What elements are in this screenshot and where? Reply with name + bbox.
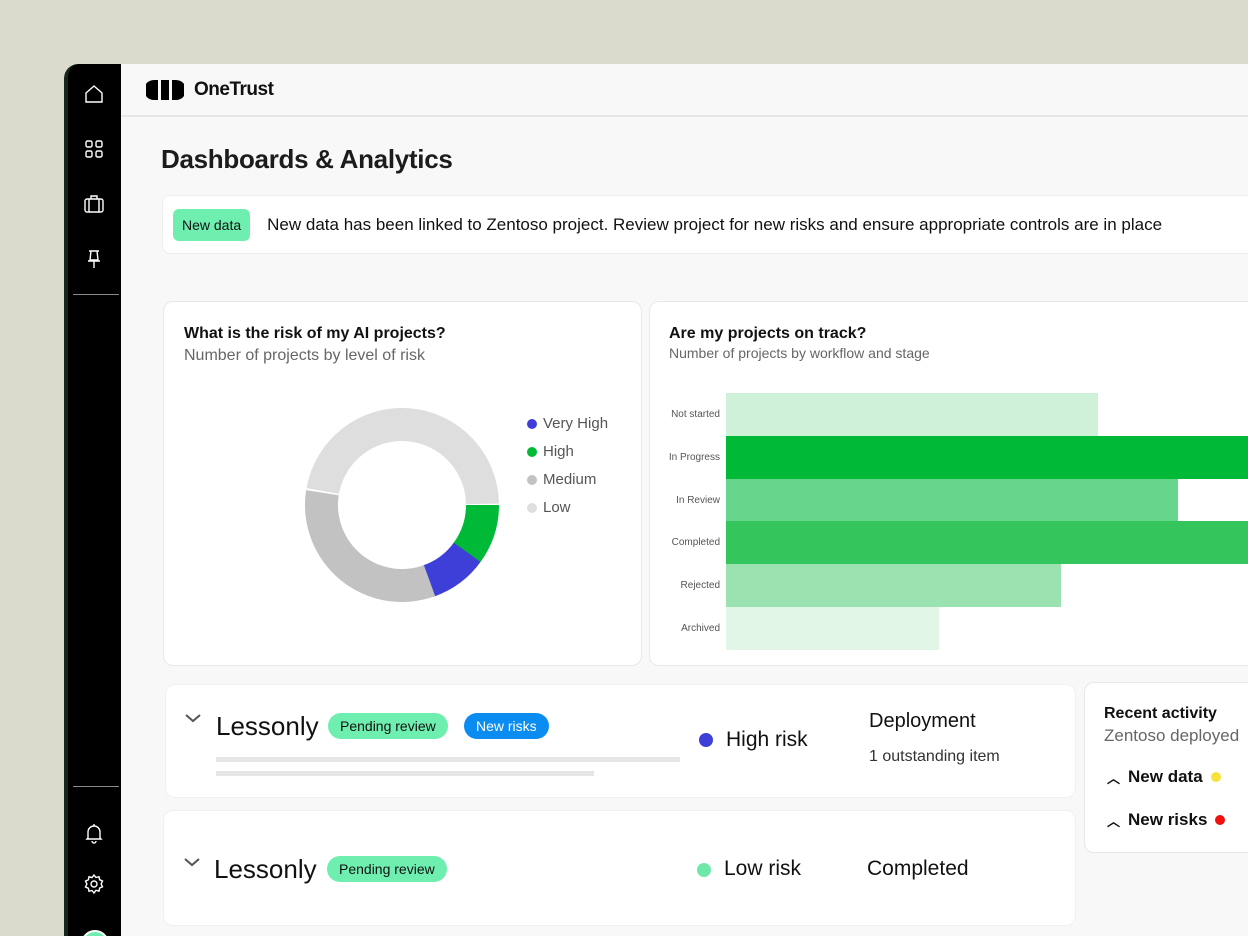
risk-level: Low risk [724, 857, 802, 880]
sidebar-divider [73, 294, 119, 295]
legend-label: Low [543, 499, 571, 516]
bar-completed[interactable] [726, 521, 1248, 565]
legend-item: Low [527, 499, 571, 516]
new-risks-badge: New risks [464, 713, 549, 739]
sidebar-divider [73, 786, 119, 787]
legend-dot [527, 474, 537, 485]
donut-slice-very-high[interactable] [422, 541, 482, 597]
stage: Completed [867, 857, 969, 880]
low-risk-dot [697, 863, 711, 877]
project-name[interactable]: Lessonly [216, 711, 319, 741]
page-title: Dashboards & Analytics [161, 144, 453, 174]
bar-rejected[interactable] [726, 564, 1062, 608]
track-card-subtitle: Number of projects by workflow and stage [669, 345, 930, 361]
recent-activity-card: Recent activity Zentoso deployed ︿ New da… [1084, 682, 1248, 853]
legend-item: Medium [527, 471, 596, 488]
activity-label: New risks [1128, 810, 1208, 829]
placeholder-line [216, 757, 680, 762]
logo-mark-icon [146, 80, 184, 100]
bar-label: In Review [676, 494, 720, 506]
risk-card: What is the risk of my AI projects? Numb… [163, 301, 642, 666]
risk-level: High risk [726, 728, 808, 751]
bar-in-progress[interactable] [726, 435, 1248, 479]
onetrust-logo[interactable]: OneTrust [146, 79, 274, 101]
bar-label: Completed [671, 537, 720, 549]
banner-message: New data has been linked to Zentoso proj… [267, 214, 1163, 234]
legend-item: Very High [527, 415, 608, 432]
home-icon[interactable] [80, 80, 108, 108]
activity-label: New data [1128, 767, 1203, 786]
bar-label: In Progress [668, 451, 720, 463]
activity-subtitle: Zentoso deployed [1104, 726, 1240, 745]
gear-icon[interactable] [80, 870, 108, 898]
bar-in-review[interactable] [726, 478, 1179, 522]
legend-dot [527, 502, 537, 513]
track-card: Are my projects on track? Number of proj… [649, 301, 1248, 666]
briefcase-icon[interactable] [80, 190, 108, 218]
activity-item-new-risks[interactable]: ︿ New risks [1107, 810, 1226, 830]
grid-icon[interactable] [80, 135, 108, 163]
legend-label: Medium [543, 471, 597, 488]
yellow-dot [1210, 772, 1221, 782]
red-dot [1215, 815, 1226, 825]
chevron-down-icon[interactable] [183, 855, 201, 873]
risk-card-subtitle: Number of projects by level of risk [184, 347, 425, 364]
new-data-tag: New data [173, 208, 251, 241]
chevron-up-icon: ︿ [1107, 770, 1121, 786]
legend-label: Very High [543, 415, 609, 432]
chevron-up-icon: ︿ [1107, 813, 1121, 829]
legend-item: High [527, 443, 574, 460]
bar-not-started[interactable] [726, 393, 1099, 436]
legend-dot [527, 418, 537, 429]
chevron-down-icon[interactable] [184, 711, 202, 729]
legend-dot [527, 446, 537, 457]
top-bar: OneTrust [121, 64, 1248, 117]
project-row[interactable]: Lessonly Pending review New risks High r… [165, 684, 1076, 798]
outstanding-items: 1 outstanding item [869, 748, 1000, 765]
track-card-title: Are my projects on track? [669, 325, 867, 342]
bar-label: Rejected [680, 580, 720, 592]
pending-review-badge: Pending review [327, 856, 447, 882]
bell-icon[interactable] [80, 819, 108, 847]
legend-label: High [543, 443, 574, 460]
donut-slice-low[interactable] [306, 408, 499, 505]
project-name[interactable]: Lessonly [214, 854, 317, 884]
avatar[interactable] [81, 930, 109, 936]
bar-label: Not started [671, 409, 720, 420]
app-window: OneTrust Dashboards & Analytics New data… [64, 64, 1248, 936]
donut-slice-high[interactable] [453, 505, 499, 563]
stage: Deployment [869, 710, 976, 732]
pending-review-badge: Pending review [328, 713, 448, 739]
notification-banner[interactable]: New data New data has been linked to Zen… [162, 195, 1248, 254]
project-row[interactable]: Lessonly Pending review Low risk Complet… [163, 810, 1076, 926]
bar-label: Archived [681, 623, 720, 634]
donut-slice-medium[interactable] [304, 490, 436, 602]
risk-card-title: What is the risk of my AI projects? [184, 325, 446, 342]
brand-name: OneTrust [194, 79, 274, 100]
donut-chart [304, 408, 499, 602]
high-risk-dot [699, 733, 713, 747]
placeholder-line [216, 771, 594, 776]
pin-icon[interactable] [80, 245, 108, 273]
activity-item-new-data[interactable]: ︿ New data [1107, 767, 1221, 787]
activity-title: Recent activity [1104, 705, 1217, 722]
sidebar [64, 64, 121, 936]
bar-archived[interactable] [726, 607, 939, 650]
